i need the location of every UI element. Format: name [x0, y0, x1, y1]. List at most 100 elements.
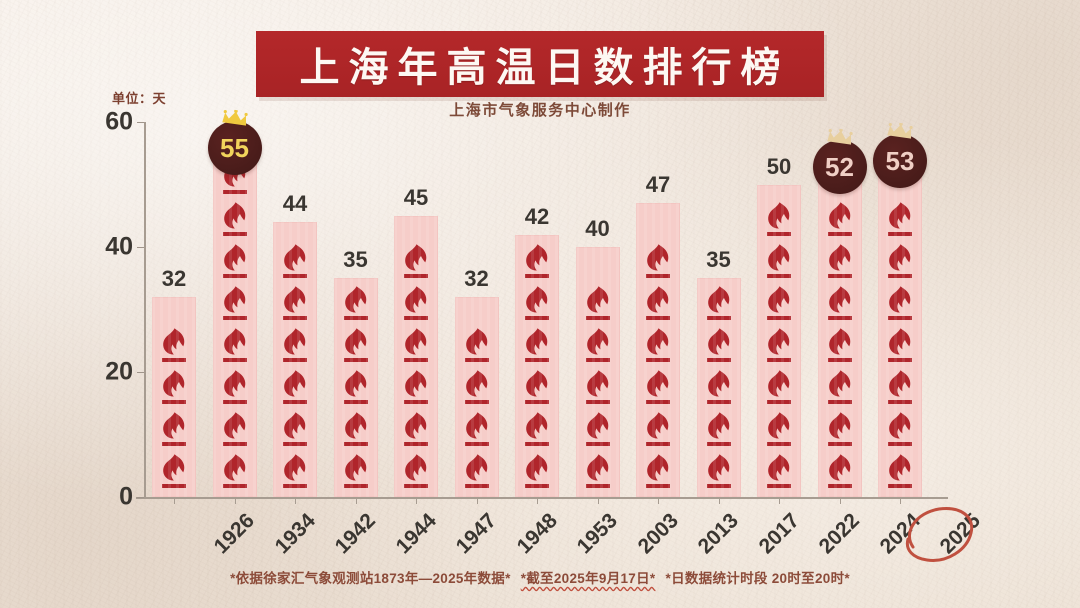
flame-icon: [394, 408, 438, 450]
y-axis-tick-label: 40: [105, 232, 133, 261]
flame-base-bar: [343, 400, 368, 404]
footnote: *依据徐家汇气象观测站1873年—2025年数据* *截至2025年9月17日*…: [0, 567, 1080, 587]
flame-icon: [636, 240, 680, 282]
bar-value-label: 35: [706, 247, 731, 273]
x-axis-tick-label[interactable]: 2017: [754, 509, 804, 559]
flame-base-bar: [222, 190, 247, 194]
rank-badge[interactable]: 55: [207, 109, 262, 176]
x-axis-tick-mark: [900, 498, 901, 504]
flame-base-bar: [404, 316, 428, 320]
flame-icon: [334, 450, 378, 492]
flame-base-bar: [646, 442, 670, 446]
flame-icon: [636, 450, 680, 492]
flame-base-bar: [404, 442, 428, 446]
flame-icon: [515, 282, 559, 324]
x-axis-tick-mark: [174, 498, 175, 504]
x-axis-tick-mark: [839, 498, 841, 504]
flame-base-bar: [404, 400, 428, 404]
bar[interactable]: [757, 184, 801, 497]
x-axis-tick-label[interactable]: 2025: [935, 509, 985, 559]
y-axis-tick-mark: [137, 247, 144, 248]
flame-base-bar: [585, 358, 610, 362]
flame-icon: [697, 450, 741, 492]
bar[interactable]: [575, 247, 620, 497]
x-axis-tick-label[interactable]: 1926: [209, 509, 259, 559]
flame-icon: [878, 408, 922, 450]
flame-icon: [213, 324, 257, 366]
flame-base-bar: [404, 358, 428, 362]
x-axis-tick-label[interactable]: 2003: [633, 509, 683, 559]
bar[interactable]: [394, 215, 438, 497]
flame-base-bar: [585, 442, 610, 446]
bar[interactable]: [454, 297, 499, 497]
x-axis-tick-label[interactable]: 1947: [451, 509, 501, 559]
bar[interactable]: [212, 153, 257, 497]
flame-icon: [757, 450, 801, 492]
flame-base-bar: [343, 442, 368, 446]
rank-badge[interactable]: 52: [812, 128, 867, 194]
bar[interactable]: [878, 165, 922, 497]
flame-base-bar: [888, 442, 912, 446]
bar-value-label: 45: [403, 184, 429, 210]
flame-base-bar: [827, 232, 852, 236]
bar[interactable]: [696, 278, 741, 497]
bar[interactable]: [636, 203, 680, 497]
x-axis-tick-label[interactable]: 2022: [814, 509, 864, 559]
x-axis-tick-label[interactable]: 1934: [270, 509, 320, 559]
flame-icon: [152, 450, 196, 492]
crown-icon: [221, 109, 248, 126]
flame-icon: [757, 282, 801, 324]
flame-base-bar: [162, 484, 186, 488]
flame-icon: [757, 408, 801, 450]
flame-base-bar: [706, 442, 731, 446]
x-axis-tick-label[interactable]: 1948: [512, 509, 562, 559]
flame-icon: [515, 450, 559, 492]
flame-icon: [394, 450, 438, 492]
flame-icon: [394, 282, 438, 324]
x-axis-tick-label[interactable]: 1942: [330, 509, 380, 559]
flame-base-bar: [888, 316, 912, 320]
bar[interactable]: [333, 278, 378, 497]
flame-icon: [334, 366, 378, 408]
flame-icon: [213, 198, 257, 240]
x-axis-tick-mark: [537, 498, 538, 504]
bar[interactable]: [273, 222, 317, 497]
plot-area: 0 20 40 60 32 55 44 35 45 32 42 40 47 35 50 52 53 1926 1…: [105, 108, 985, 559]
y-axis-tick-label: 60: [105, 107, 133, 136]
flame-base-bar: [767, 400, 791, 404]
flame-icon: [394, 324, 438, 366]
flame-icon: [515, 240, 559, 282]
flame-base-bar: [646, 274, 670, 278]
bar[interactable]: [515, 234, 559, 497]
flame-icon: [515, 366, 559, 408]
rank-badge[interactable]: 53: [873, 122, 927, 188]
y-axis-tick-label: 0: [119, 482, 133, 511]
y-axis-unit-label: 单位：天: [112, 91, 167, 106]
flame-icon: [515, 408, 559, 450]
x-axis-tick-label[interactable]: 2013: [693, 509, 743, 559]
x-axis-tick-mark: [718, 498, 720, 504]
flame-base-bar: [283, 400, 307, 404]
flame-icon: [273, 366, 317, 408]
flame-icon: [273, 282, 317, 324]
bar[interactable]: [152, 297, 196, 497]
flame-icon: [576, 282, 620, 324]
footnote-part-3: *日数据统计时段 20时至20时*: [665, 571, 850, 586]
flame-icon: [576, 450, 620, 492]
flame-base-bar: [767, 274, 791, 278]
flame-icon: [697, 366, 741, 408]
y-axis-line: [144, 122, 146, 497]
x-axis-tick-label[interactable]: 2024: [875, 509, 925, 559]
x-axis-tick-mark: [234, 498, 236, 504]
bar[interactable]: [817, 172, 862, 497]
flame-base-bar: [283, 274, 307, 278]
title-banner: 上海年高温日数排行榜: [256, 31, 824, 97]
flame-icon: [818, 450, 862, 492]
flame-icon: [757, 198, 801, 240]
x-axis-tick-label[interactable]: 1944: [391, 509, 441, 559]
flame-icon: [878, 282, 922, 324]
x-axis-tick-label[interactable]: 1953: [572, 509, 622, 559]
flame-base-bar: [464, 358, 489, 362]
y-axis-tick-mark: [137, 122, 144, 123]
flame-base-bar: [767, 316, 791, 320]
